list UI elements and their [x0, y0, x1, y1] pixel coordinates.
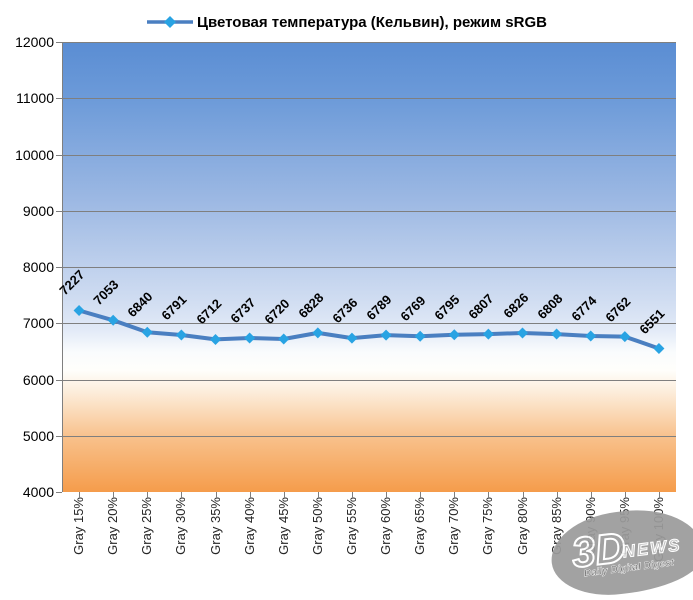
data-point-marker [312, 327, 324, 339]
legend-series-label: Цветовая температура (Кельвин), режим sR… [197, 13, 547, 31]
x-axis-tick-label: Gray 30% [173, 497, 189, 555]
legend-series-marker-icon [147, 16, 194, 28]
x-axis-tick-label: Gray 35% [207, 497, 223, 555]
y-axis-tick-mark [56, 267, 62, 268]
y-axis-tick-label: 9000 [22, 202, 54, 219]
x-axis-tick-label: Gray 70% [446, 497, 462, 555]
series-plot [62, 42, 676, 492]
data-point-marker [482, 328, 494, 340]
x-axis-tick-mark [318, 492, 319, 498]
y-axis-tick-mark [56, 323, 62, 324]
data-point-marker [141, 326, 153, 338]
data-point-marker [278, 333, 290, 345]
x-axis-tick-label: Gray 50% [309, 497, 325, 555]
data-point-marker [585, 330, 597, 342]
x-axis-tick-mark [250, 492, 251, 498]
x-axis-tick-mark [557, 492, 558, 498]
data-point-marker [380, 329, 392, 341]
y-axis-tick-label: 4000 [22, 484, 54, 500]
data-point-marker [551, 328, 563, 340]
series-line [77, 308, 661, 351]
x-axis-tick-label: Gray 20% [105, 497, 121, 555]
data-point-marker [346, 332, 358, 344]
x-axis-tick-label: Gray 60% [378, 497, 394, 555]
x-axis-tick-label: Gray 45% [275, 497, 291, 555]
x-axis-tick-mark [147, 492, 148, 498]
x-axis-tick-mark [659, 492, 660, 498]
data-point-marker [653, 343, 665, 355]
x-axis-tick-mark [284, 492, 285, 498]
data-point-marker [175, 329, 187, 341]
x-axis-tick-label: Gray 75% [480, 497, 496, 555]
y-axis-tick-mark [56, 42, 62, 43]
y-axis-tick-label: 8000 [22, 259, 54, 275]
y-axis-tick-label: 11000 [16, 90, 54, 107]
plot-area [62, 42, 676, 492]
x-axis-tick-mark [488, 492, 489, 498]
x-axis-tick-mark [454, 492, 455, 498]
data-point-marker [448, 329, 460, 341]
x-axis-tick-mark [523, 492, 524, 498]
data-point-marker [210, 333, 221, 345]
y-axis-tick-mark [56, 98, 62, 99]
x-axis-tick-label: Gray 80% [514, 497, 530, 555]
x-axis-tick-mark [386, 492, 387, 498]
y-axis-tick-label: 7000 [22, 315, 54, 332]
y-axis-tick-mark [56, 436, 62, 437]
watermark-3dnews-logo: 3D NEWS Daily Digital Digest [546, 502, 693, 600]
x-axis-tick-mark [216, 492, 217, 498]
x-axis-tick-label: Gray 65% [412, 497, 428, 555]
data-point-marker [73, 304, 85, 316]
x-axis-tick-label: Gray 25% [139, 497, 155, 555]
x-axis-tick-label: Gray 55% [343, 497, 359, 555]
y-axis-tick-mark [56, 211, 62, 212]
x-axis-tick-mark [79, 492, 80, 498]
data-point-marker [414, 330, 426, 342]
x-axis-tick-label: Gray 15% [71, 497, 87, 555]
y-axis-tick-label: 5000 [22, 427, 54, 444]
data-point-marker [244, 332, 256, 344]
x-axis-tick-mark [181, 492, 182, 498]
data-point-marker [619, 331, 631, 343]
x-axis-tick-mark [591, 492, 592, 498]
y-axis-tick-mark [56, 155, 62, 156]
x-axis-tick-mark [420, 492, 421, 498]
y-axis-tick-label: 12000 [15, 34, 54, 50]
y-axis-tick-mark [56, 492, 62, 493]
x-axis-tick-mark [625, 492, 626, 498]
x-axis-tick-mark [113, 492, 114, 498]
x-axis-tick-label: Gray 40% [241, 497, 257, 555]
y-axis-tick-label: 10000 [15, 146, 54, 163]
y-axis-tick-label: 6000 [22, 371, 54, 388]
data-point-marker [107, 314, 119, 326]
data-point-marker [517, 327, 528, 339]
x-axis-tick-mark [352, 492, 353, 498]
y-axis-tick-mark [56, 380, 62, 381]
chart-legend: Цветовая температура (Кельвин), режим sR… [0, 10, 693, 34]
